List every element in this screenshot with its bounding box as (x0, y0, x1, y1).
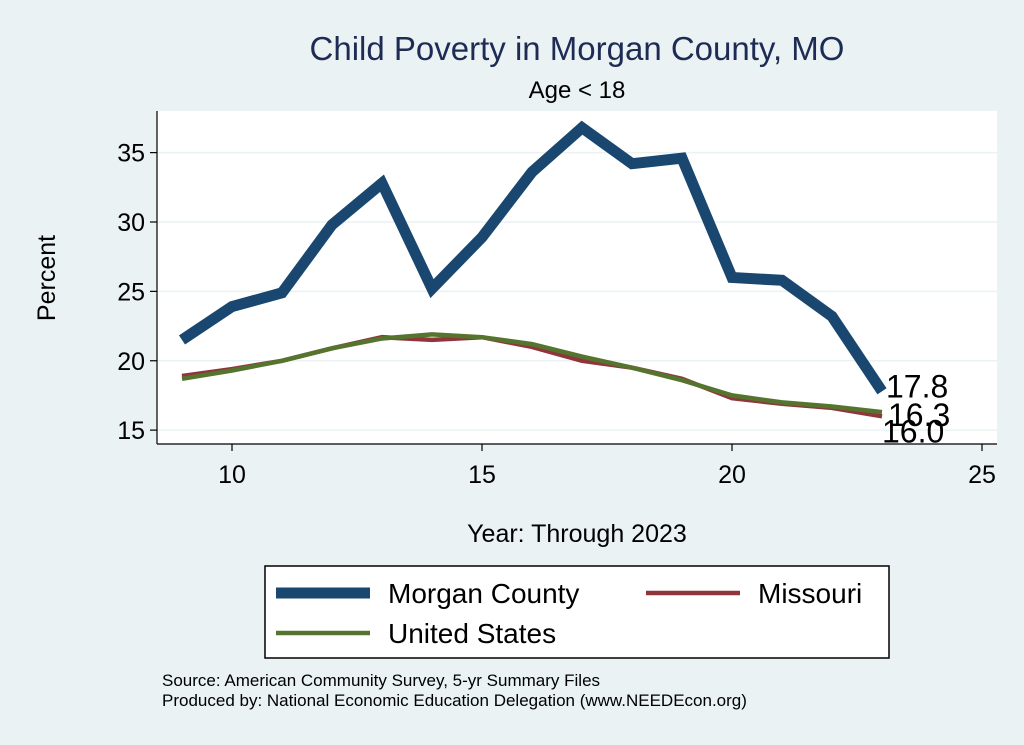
axes: 15 20 25 30 35 10 15 20 25 (117, 111, 997, 489)
end-label-morgan-county: 17.8 (886, 368, 948, 404)
producer-note: Produced by: National Economic Education… (162, 691, 747, 710)
series-line-united-states (181, 332, 883, 415)
legend-box (264, 565, 890, 659)
y-axis-label: Percent (33, 235, 61, 321)
legend-label-morgan-county: Morgan County (388, 578, 579, 609)
plot-area (157, 111, 997, 444)
y-tick-label: 15 (117, 417, 145, 445)
y-tick-label: 20 (117, 348, 145, 376)
x-tick-label: 15 (468, 461, 496, 489)
legend-label-missouri: Missouri (758, 578, 862, 609)
end-label-missouri: 16.0 (882, 413, 944, 449)
x-axis-label: Year: Through 2023 (467, 520, 687, 548)
chart-subtitle: Age < 18 (529, 77, 626, 104)
y-tick-label: 25 (117, 278, 145, 306)
footer-notes: Source: American Community Survey, 5-yr … (162, 671, 747, 711)
x-tick-label: 10 (218, 461, 246, 489)
legend-label-united-states: United States (388, 618, 556, 649)
series-line-morgan-county (178, 120, 887, 395)
y-tick-label: 35 (117, 140, 145, 168)
end-label-united-states: 16.3 (888, 397, 950, 433)
legend: Morgan County Missouri United States (264, 565, 890, 659)
chart-title: Child Poverty in Morgan County, MO (310, 30, 845, 67)
end-labels: 17.8 16.016.3 (882, 368, 950, 449)
series-lines (178, 120, 887, 419)
source-note: Source: American Community Survey, 5-yr … (162, 671, 601, 690)
y-tick-label: 30 (117, 209, 145, 237)
x-tick-label: 25 (968, 461, 996, 489)
x-tick-label: 20 (718, 461, 746, 489)
